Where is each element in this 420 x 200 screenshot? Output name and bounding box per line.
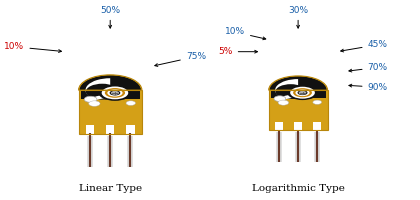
Circle shape xyxy=(126,101,136,105)
Circle shape xyxy=(276,84,306,99)
Bar xyxy=(86,125,94,136)
Circle shape xyxy=(278,100,289,105)
Circle shape xyxy=(293,88,312,97)
Bar xyxy=(126,125,134,136)
Text: 75%: 75% xyxy=(155,52,206,66)
Circle shape xyxy=(84,96,97,102)
Circle shape xyxy=(102,86,128,99)
Wedge shape xyxy=(275,79,298,97)
Circle shape xyxy=(299,91,306,95)
Wedge shape xyxy=(86,78,110,98)
Bar xyxy=(269,90,328,130)
Text: 5%: 5% xyxy=(218,47,257,56)
Text: Linear Type: Linear Type xyxy=(79,184,142,193)
Bar xyxy=(269,90,328,130)
Text: 70%: 70% xyxy=(349,63,388,72)
Text: 45%: 45% xyxy=(341,40,388,52)
Bar xyxy=(313,122,321,132)
Circle shape xyxy=(105,88,125,98)
Circle shape xyxy=(98,85,131,101)
Circle shape xyxy=(89,101,100,106)
Bar xyxy=(79,90,142,134)
Circle shape xyxy=(274,96,286,102)
Circle shape xyxy=(295,89,310,96)
Circle shape xyxy=(313,100,322,104)
Text: 90%: 90% xyxy=(349,83,388,92)
Wedge shape xyxy=(270,76,327,90)
Circle shape xyxy=(111,91,119,95)
Bar xyxy=(79,90,142,134)
Bar xyxy=(81,90,140,99)
Text: Logarithmic Type: Logarithmic Type xyxy=(252,184,344,193)
Wedge shape xyxy=(79,75,141,90)
Circle shape xyxy=(290,87,315,99)
Text: 30%: 30% xyxy=(288,6,308,28)
Circle shape xyxy=(297,90,307,95)
Bar xyxy=(294,122,302,132)
Text: 10%: 10% xyxy=(4,42,61,52)
Bar xyxy=(270,90,326,98)
Circle shape xyxy=(287,85,318,100)
Wedge shape xyxy=(269,76,328,90)
Circle shape xyxy=(108,89,123,97)
Circle shape xyxy=(86,84,119,100)
Bar xyxy=(276,122,283,132)
Text: 10%: 10% xyxy=(225,27,266,40)
Wedge shape xyxy=(79,75,142,90)
Circle shape xyxy=(110,90,121,95)
Bar xyxy=(106,125,114,136)
Text: 50%: 50% xyxy=(100,6,120,28)
